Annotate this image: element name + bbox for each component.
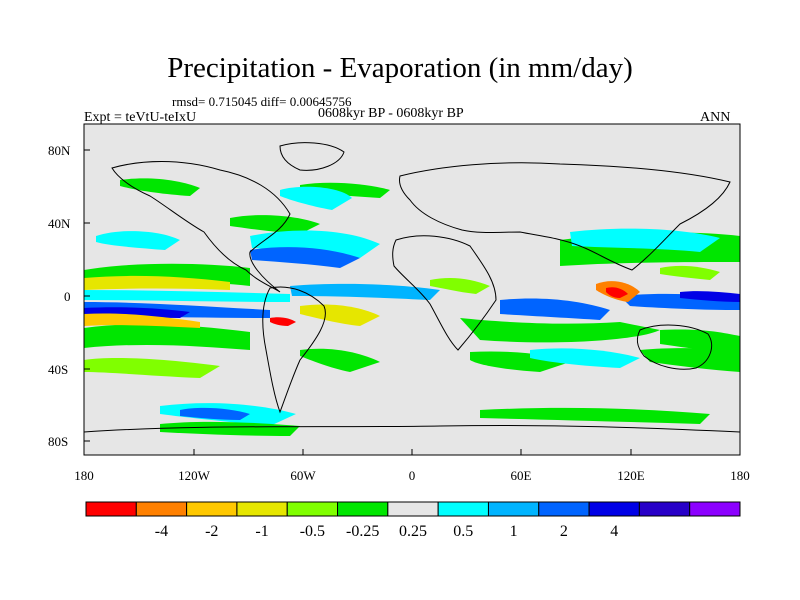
season-label: ANN xyxy=(700,110,731,125)
contour-region xyxy=(120,178,200,196)
contour-region xyxy=(84,290,290,302)
colorbar-box xyxy=(437,501,489,517)
map-field xyxy=(84,124,740,455)
period-label: 0608kyr BP - 0608kyr BP xyxy=(318,106,464,121)
colorbar-box xyxy=(588,501,640,517)
colorbar-box xyxy=(85,501,137,517)
lon-label: 0 xyxy=(409,468,416,483)
contour-region xyxy=(430,278,490,294)
colorbar-box xyxy=(337,501,389,517)
contour-region xyxy=(160,421,300,436)
axis-ticks xyxy=(84,149,632,455)
contour-region xyxy=(96,231,180,250)
contour-region xyxy=(84,275,230,290)
contour-region xyxy=(290,283,440,300)
contour-region xyxy=(640,348,740,372)
contour-region xyxy=(480,407,710,424)
map-title: Precipitation - Evaporation (in mm/day) xyxy=(167,52,633,84)
contour-region xyxy=(530,348,640,368)
colorbar-label: -0.25 xyxy=(346,523,379,540)
contour-region xyxy=(270,317,296,326)
south-america-outline xyxy=(262,286,326,414)
lon-label: 60E xyxy=(511,468,532,483)
australia-outline xyxy=(636,324,712,370)
colorbar-label: -4 xyxy=(155,523,168,540)
colorbar-label: 0.5 xyxy=(453,523,473,540)
contour-region xyxy=(570,228,720,252)
colorbar-box xyxy=(286,501,339,517)
lat-label: 80S xyxy=(48,434,68,449)
contour-region xyxy=(460,318,660,343)
colorbar-box xyxy=(487,501,540,517)
lon-label: 120E xyxy=(617,468,645,483)
colorbar-label: -1 xyxy=(255,523,268,540)
contour-region xyxy=(606,287,628,298)
greenland-outline xyxy=(279,142,345,171)
contour-region xyxy=(250,230,380,258)
experiment-label: Expt = teVtU-teIxU xyxy=(84,110,197,125)
coastlines xyxy=(83,142,741,433)
contour-region xyxy=(660,329,740,352)
colorbar-label: 1 xyxy=(510,523,518,540)
colorbar-box xyxy=(186,501,238,517)
colorbar-label: 0.25 xyxy=(399,523,427,540)
contour-region xyxy=(500,298,610,320)
lat-label: 40S xyxy=(48,362,68,377)
lat-label: 0 xyxy=(64,289,71,304)
stats-text: rmsd= 0.715045 diff= 0.00645756 xyxy=(172,94,352,109)
contour-region xyxy=(680,291,740,302)
colorbar-box xyxy=(689,501,741,517)
colorbar: -4 -2 -1 -0.5 -0.25 0.25 0.5 1 2 4 xyxy=(85,501,741,540)
lat-label: 80N xyxy=(48,143,71,158)
lon-label: 120W xyxy=(178,468,211,483)
colorbar-box xyxy=(538,501,590,517)
contour-region xyxy=(230,215,320,234)
africa-outline xyxy=(392,235,497,351)
colorbar-label: -0.5 xyxy=(300,523,325,540)
lon-label: 180 xyxy=(74,468,94,483)
colorbar-label: 2 xyxy=(560,523,568,540)
north-america-outline xyxy=(111,161,291,293)
colorbar-box xyxy=(135,501,188,517)
antarctica-outline xyxy=(83,424,741,433)
colorbar-label: 4 xyxy=(610,523,618,540)
eurasia-outline xyxy=(399,162,731,271)
contour-region xyxy=(250,247,360,268)
contour-region xyxy=(300,304,380,326)
contour-region xyxy=(84,324,250,350)
colorbar-box xyxy=(638,501,691,517)
contour-region xyxy=(84,313,200,328)
lon-label: 60W xyxy=(290,468,316,483)
colorbar-label: -2 xyxy=(205,523,218,540)
lon-label: 180 xyxy=(730,468,750,483)
colorbar-box xyxy=(387,501,439,517)
contour-region xyxy=(300,348,380,372)
contour-region xyxy=(84,358,220,378)
lat-label: 40N xyxy=(48,216,71,231)
contour-region xyxy=(300,182,390,198)
colorbar-box xyxy=(236,501,288,517)
contour-region xyxy=(280,186,352,210)
contour-region xyxy=(180,407,250,420)
contour-region xyxy=(660,265,720,280)
